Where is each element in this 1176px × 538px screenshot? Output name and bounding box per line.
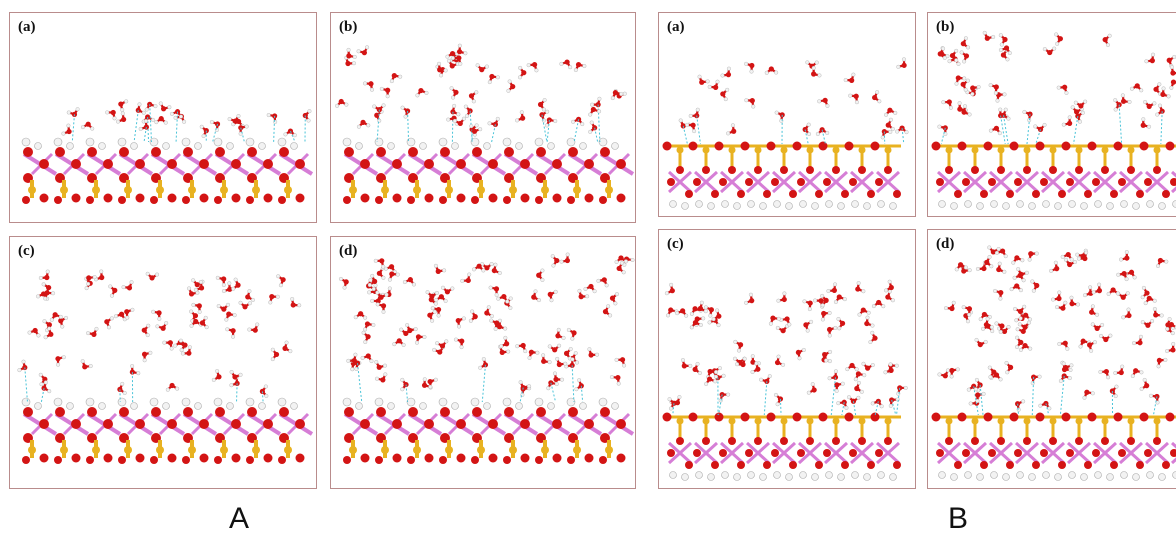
kaolinite-water-snapshot bbox=[662, 57, 909, 210]
panel-label: (a) bbox=[18, 19, 36, 35]
group-label-a: A bbox=[229, 502, 250, 535]
panel-b-b: (b) bbox=[927, 12, 1176, 217]
panel-label: (b) bbox=[936, 19, 955, 35]
panel-a-c: (c) bbox=[9, 236, 317, 489]
kaolinite-water-snapshot bbox=[931, 30, 1176, 210]
kaolinite-water-snapshot bbox=[662, 279, 908, 481]
kaolinite-water-snapshot bbox=[21, 99, 314, 204]
kaolinite-water-snapshot bbox=[335, 43, 635, 204]
group-label-b: B bbox=[948, 502, 969, 535]
kaolinite-water-snapshot bbox=[931, 245, 1176, 481]
panel-label: (c) bbox=[667, 236, 684, 252]
panel-label: (d) bbox=[936, 236, 955, 252]
panel-label: (d) bbox=[339, 243, 358, 259]
panel-a-b: (b) bbox=[330, 12, 636, 223]
panel-a-d: (d) bbox=[330, 236, 636, 489]
panel-label: (a) bbox=[667, 19, 685, 35]
panel-label: (b) bbox=[339, 19, 358, 35]
kaolinite-water-snapshot bbox=[338, 252, 635, 464]
panel-a-a: (a) bbox=[9, 12, 317, 223]
kaolinite-water-snapshot bbox=[17, 269, 314, 464]
panel-b-c: (c) bbox=[658, 229, 916, 489]
panel-b-a: (a) bbox=[658, 12, 916, 217]
panel-b-d: (d) bbox=[927, 229, 1176, 489]
panel-label: (c) bbox=[18, 243, 35, 259]
